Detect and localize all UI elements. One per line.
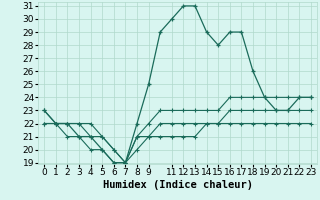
X-axis label: Humidex (Indice chaleur): Humidex (Indice chaleur) [103, 180, 252, 190]
